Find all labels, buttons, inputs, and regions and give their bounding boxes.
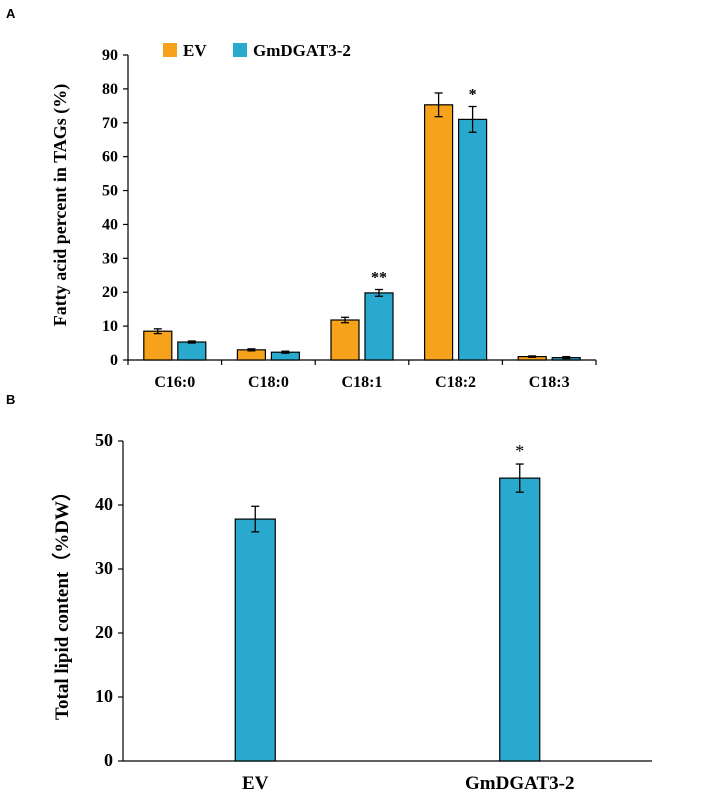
bar-series-ev [234, 518, 276, 762]
panel-b-bars: * [234, 441, 541, 762]
y-tick-label: 50 [95, 430, 113, 450]
y-tick-label: 10 [102, 318, 118, 335]
significance-mark: ** [371, 270, 387, 287]
x-tick-label-c18-3: C18:3 [529, 374, 570, 391]
x-tick-label-c18-0: C18:0 [248, 374, 289, 391]
x-tick-label-c16-0: C16:0 [154, 374, 195, 391]
panel-b-letter: B [6, 392, 15, 407]
bar-series-gmdgat3-2 [499, 477, 541, 762]
bar-ev-c18-1 [330, 319, 360, 361]
legend-label-ev: EV [183, 41, 207, 60]
legend-swatch-gmdgat3-2 [233, 43, 247, 57]
bar-ev-c16-0 [143, 330, 173, 361]
legend-label-gmdgat3-2: GmDGAT3-2 [253, 41, 351, 60]
x-tick-label-gmdgat3-2: GmDGAT3-2 [465, 773, 574, 794]
panel-a-bars: *** [143, 87, 581, 361]
x-tick-label-c18-1: C18:1 [342, 374, 383, 391]
y-tick-label: 10 [95, 686, 113, 706]
panel-b-y-axis-label: Total lipid content（%DW） [50, 482, 73, 720]
panel-a-legend: EV GmDGAT3-2 [163, 41, 351, 60]
panel-b-axes: 0 10 20 30 40 50 EV GmDGAT3-2 [95, 430, 652, 794]
y-tick-label: 60 [102, 149, 118, 166]
y-tick-label: 40 [95, 494, 113, 514]
panel-a-y-axis-label: Fatty acid percent in TAGs (%) [50, 84, 71, 326]
panel-a-chart: A Fatty acid percent in TAGs (%) EV GmDG… [6, 6, 597, 391]
y-tick-label: 0 [104, 750, 113, 770]
y-tick-label: 70 [102, 115, 118, 132]
panel-b-chart: B Total lipid content（%DW） 0 10 20 30 40 50 EV… [6, 392, 652, 794]
y-tick-label: 40 [102, 216, 118, 233]
y-tick-label: 30 [95, 558, 113, 578]
y-tick-label: 0 [110, 352, 118, 369]
bar-gmdgat3-2-c18-1 [364, 292, 394, 361]
y-tick-label: 90 [102, 47, 118, 64]
bar-ev-c18-2 [424, 104, 454, 361]
bar-gmdgat3-2-c16-0 [177, 341, 207, 361]
y-tick-label: 20 [95, 622, 113, 642]
significance-mark: * [515, 441, 524, 461]
significance-mark: * [469, 87, 477, 104]
panel-a-letter: A [6, 6, 16, 21]
y-tick-label: 80 [102, 81, 118, 98]
panel-a-axes: 0 10 20 30 40 50 60 70 80 90 C16:0 C18:0 C18:1 C18:2 C… [102, 47, 597, 391]
bar-gmdgat3-2-c18-2 [458, 118, 488, 361]
y-tick-label: 50 [102, 183, 118, 200]
x-tick-label-ev: EV [242, 773, 269, 794]
x-tick-label-c18-2: C18:2 [435, 374, 476, 391]
y-tick-label: 20 [102, 284, 118, 301]
y-tick-label: 30 [102, 250, 118, 267]
legend-swatch-ev [163, 43, 177, 57]
